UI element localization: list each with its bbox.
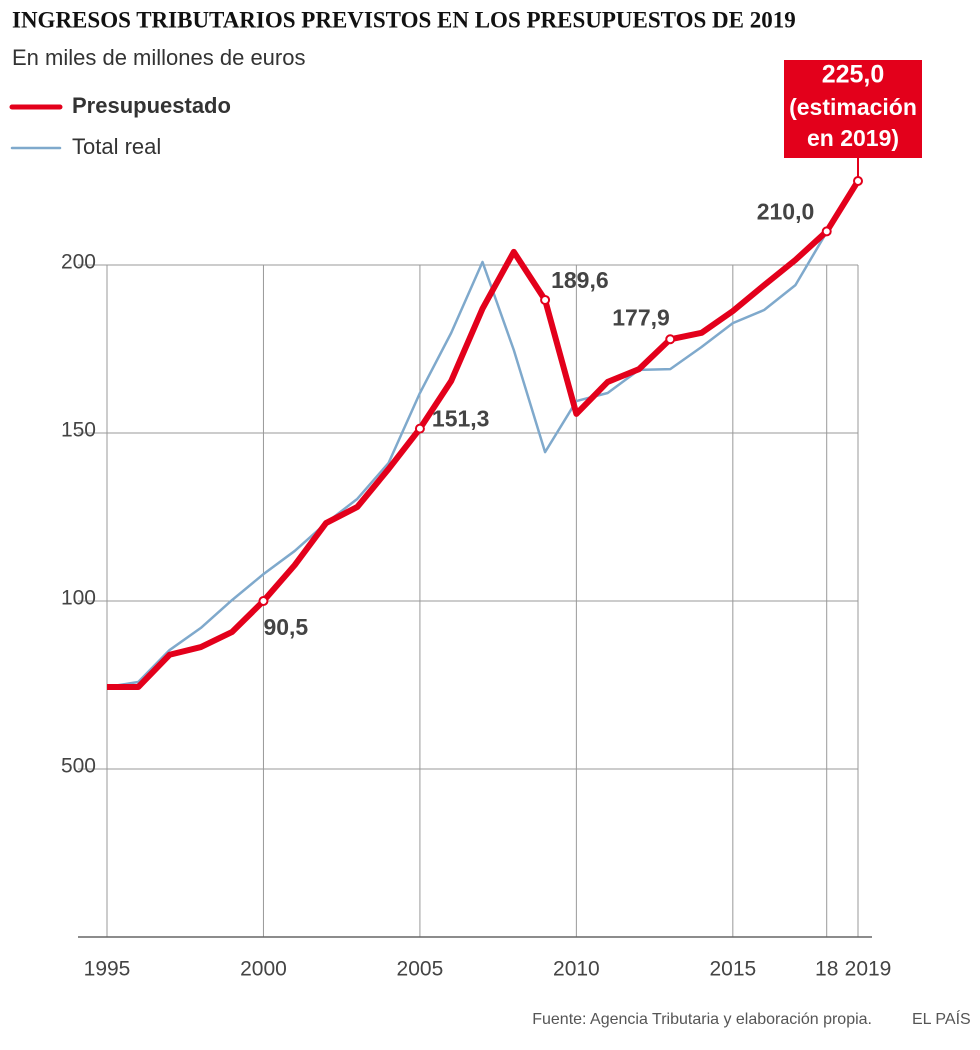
y-tick-label: 150	[61, 419, 96, 442]
callout-box	[784, 60, 922, 158]
annotation-note: (estimación	[789, 94, 917, 120]
annotation: 225,0	[822, 61, 885, 89]
chart-title: INGRESOS TRIBUTARIOS PREVISTOS EN LOS PR…	[12, 7, 796, 32]
y-tick-label: 500	[61, 755, 96, 778]
point-marker	[540, 294, 551, 305]
point-marker	[258, 596, 269, 606]
point-marker	[853, 176, 863, 186]
source: Fuente: Agencia Tributaria y elaboración…	[532, 1011, 872, 1028]
point-marker	[665, 334, 676, 345]
chart-subtitle: En miles de millones de euros	[12, 45, 305, 70]
x-tick-label: 2019	[845, 958, 892, 981]
series-line	[107, 179, 861, 691]
series-line	[106, 231, 828, 689]
y-tick-label: 100	[61, 587, 96, 610]
point-marker	[414, 423, 425, 434]
credit: EL PAÍS	[912, 1009, 971, 1028]
x-tick-label: 18	[815, 958, 838, 981]
x-tick-label: 2010	[553, 958, 600, 981]
x-tick-label: 2000	[240, 958, 287, 981]
legend-label: Presupuestado	[72, 93, 231, 118]
legend-label: Total real	[72, 134, 161, 159]
annotation: 177,9	[612, 304, 670, 330]
point-marker	[821, 226, 832, 237]
x-tick-label: 2005	[397, 958, 444, 981]
annotation: 210,0	[757, 198, 815, 224]
annotation-note: en 2019)	[807, 125, 899, 151]
y-tick-label: 200	[61, 251, 96, 274]
x-tick-label: 1995	[84, 958, 131, 981]
x-tick-label: 2015	[709, 958, 756, 981]
annotation: 90,5	[263, 614, 308, 640]
annotation: 151,3	[432, 406, 490, 432]
annotation: 189,6	[551, 267, 609, 293]
